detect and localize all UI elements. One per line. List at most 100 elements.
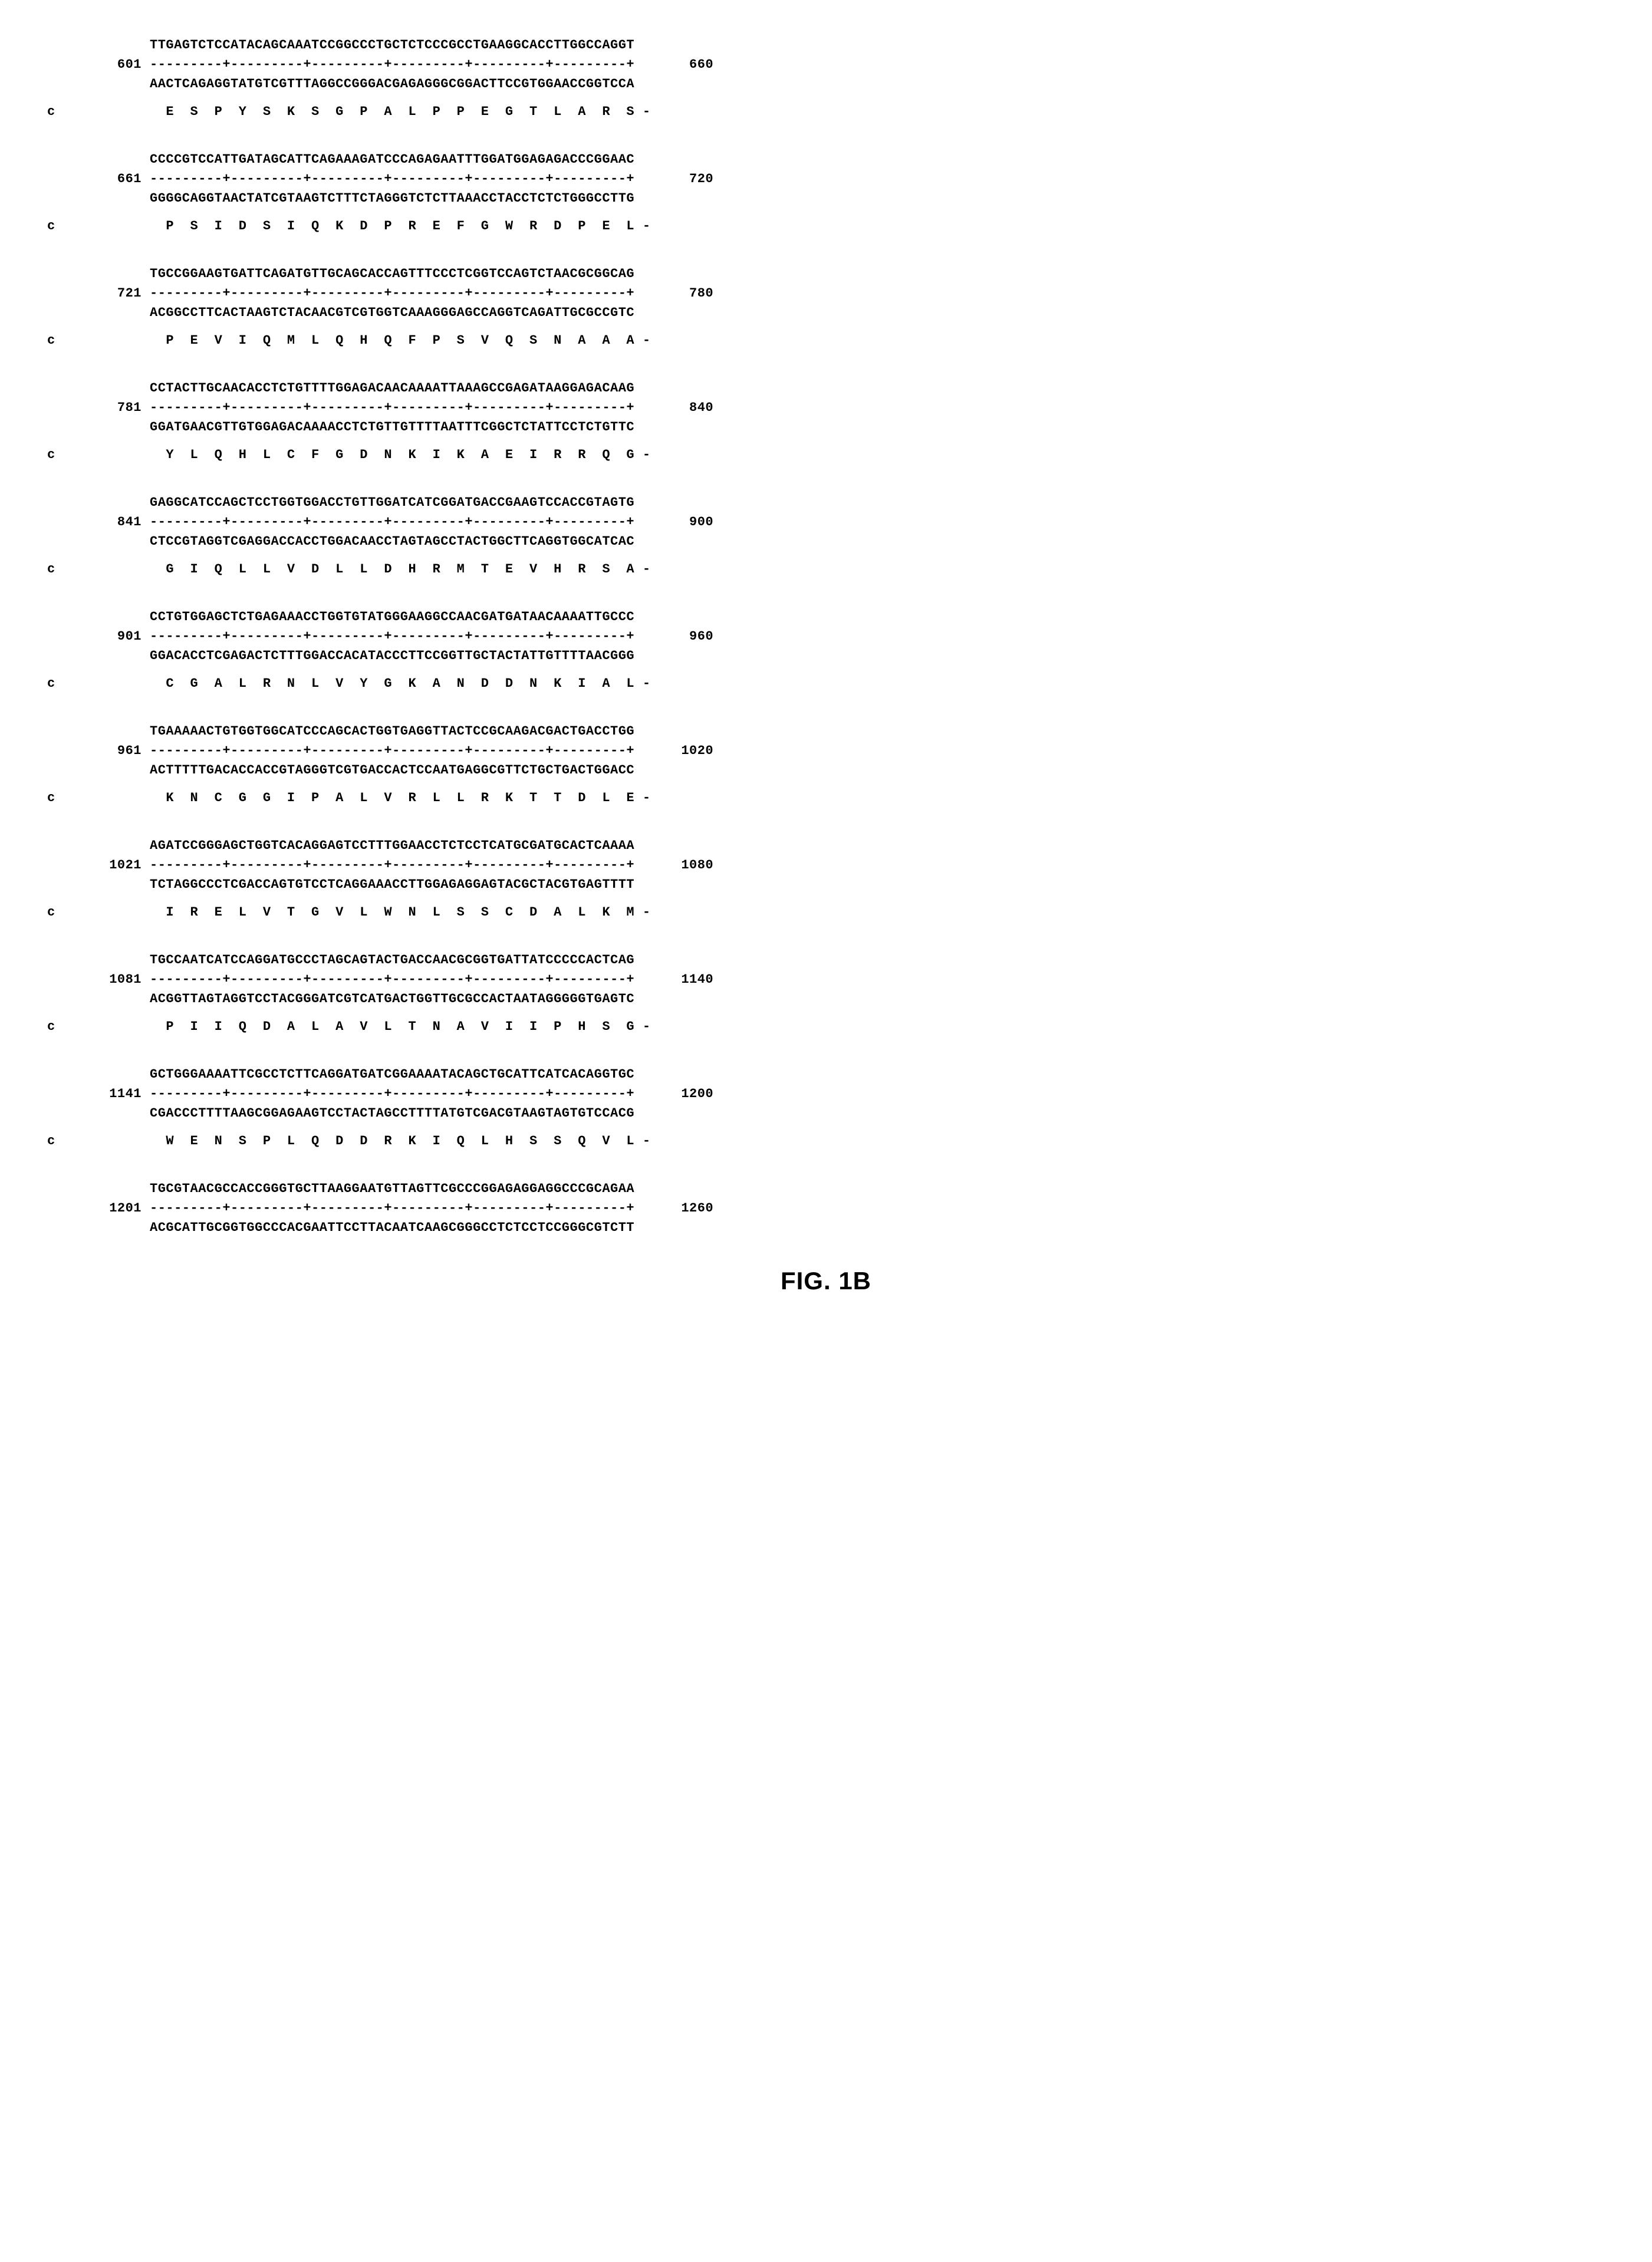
ruler: ---------+---------+---------+---------+… [150, 398, 634, 417]
sequence-block: GAGGCATCCAGCTCCTGGTGGACCTGTTGGATCATCGGAT… [47, 493, 1605, 579]
ruler: ---------+---------+---------+---------+… [150, 1084, 634, 1104]
sequence-block: TGCCAATCATCCAGGATGCCCTAGCAGTACTGACCAACGC… [47, 950, 1605, 1036]
amino-acid-row: c I R E L V T G V L W N L S S C D A L K … [47, 903, 1605, 922]
start-position: 1201 [47, 1199, 150, 1218]
ruler: ---------+---------+---------+---------+… [150, 55, 634, 74]
bottom-strand-row: GGGGCAGGTAACTATCGTAAGTCTTTCTAGGGTCTCTTAA… [47, 189, 1605, 208]
bottom-strand: CTCCGTAGGTCGAGGACCACCTGGACAACCTAGTAGCCTA… [150, 532, 634, 551]
top-strand-row: TGCCAATCATCCAGGATGCCCTAGCAGTACTGACCAACGC… [47, 950, 1605, 970]
ruler-row: 1021---------+---------+---------+------… [47, 855, 1605, 875]
end-position: 1200 [634, 1084, 713, 1104]
protein-label: c [47, 216, 150, 236]
ruler: ---------+---------+---------+---------+… [150, 1199, 634, 1218]
end-position: 960 [634, 627, 713, 646]
bottom-strand-row: ACGGCCTTCACTAAGTCTACAACGTCGTGGTCAAAGGGAG… [47, 303, 1605, 322]
sequence-block: GCTGGGAAAATTCGCCTCTTCAGGATGATCGGAAAATACA… [47, 1065, 1605, 1151]
ruler-row: 661---------+---------+---------+-------… [47, 169, 1605, 189]
top-strand: CCTACTTGCAACACCTCTGTTTTGGAGACAACAAAATTAA… [150, 378, 634, 398]
top-strand: TGCGTAACGCCACCGGGTGCTTAAGGAATGTTAGTTCGCC… [150, 1179, 634, 1199]
bottom-strand: ACGGCCTTCACTAAGTCTACAACGTCGTGGTCAAAGGGAG… [150, 303, 634, 322]
amino-acids: W E N S P L Q D D R K I Q L H S S Q V L … [150, 1131, 651, 1151]
ruler: ---------+---------+---------+---------+… [150, 512, 634, 532]
top-strand: TGAAAAACTGTGGTGGCATCCCAGCACTGGTGAGGTTACT… [150, 722, 634, 741]
bottom-strand-row: CTCCGTAGGTCGAGGACCACCTGGACAACCTAGTAGCCTA… [47, 532, 1605, 551]
amino-acid-row: c P I I Q D A L A V L T N A V I I P H S … [47, 1017, 1605, 1036]
ruler-row: 1141---------+---------+---------+------… [47, 1084, 1605, 1104]
top-strand: TTGAGTCTCCATACAGCAAATCCGGCCCTGCTCTCCCGCC… [150, 35, 634, 55]
bottom-strand-row: ACTTTTTGACACCACCGTAGGGTCGTGACCACTCCAATGA… [47, 760, 1605, 780]
top-strand: GAGGCATCCAGCTCCTGGTGGACCTGTTGGATCATCGGAT… [150, 493, 634, 512]
ruler: ---------+---------+---------+---------+… [150, 741, 634, 760]
protein-label: c [47, 903, 150, 922]
top-strand-row: CCTACTTGCAACACCTCTGTTTTGGAGACAACAAAATTAA… [47, 378, 1605, 398]
top-strand: CCCCGTCCATTGATAGCATTCAGAAAGATCCCAGAGAATT… [150, 150, 634, 169]
ruler-row: 721---------+---------+---------+-------… [47, 284, 1605, 303]
top-strand: CCTGTGGAGCTCTGAGAAACCTGGTGTATGGGAAGGCCAA… [150, 607, 634, 627]
start-position: 1021 [47, 855, 150, 875]
top-strand: AGATCCGGGAGCTGGTCACAGGAGTCCTTTGGAACCTCTC… [150, 836, 634, 855]
start-position: 661 [47, 169, 150, 189]
bottom-strand-row: ACGGTTAGTAGGTCCTACGGGATCGTCATGACTGGTTGCG… [47, 989, 1605, 1009]
top-strand: GCTGGGAAAATTCGCCTCTTCAGGATGATCGGAAAATACA… [150, 1065, 634, 1084]
bottom-strand: ACGGTTAGTAGGTCCTACGGGATCGTCATGACTGGTTGCG… [150, 989, 634, 1009]
bottom-strand: GGATGAACGTTGTGGAGACAAAACCTCTGTTGTTTTAATT… [150, 417, 634, 437]
amino-acids: C G A L R N L V Y G K A N D D N K I A L … [150, 674, 651, 693]
end-position: 900 [634, 512, 713, 532]
sequence-block: TGAAAAACTGTGGTGGCATCCCAGCACTGGTGAGGTTACT… [47, 722, 1605, 808]
amino-acids: P S I D S I Q K D P R E F G W R D P E L … [150, 216, 651, 236]
ruler-row: 901---------+---------+---------+-------… [47, 627, 1605, 646]
start-position: 961 [47, 741, 150, 760]
top-strand: TGCCAATCATCCAGGATGCCCTAGCAGTACTGACCAACGC… [150, 950, 634, 970]
protein-label: c [47, 331, 150, 350]
amino-acid-row: c P S I D S I Q K D P R E F G W R D P E … [47, 216, 1605, 236]
sequence-block: TTGAGTCTCCATACAGCAAATCCGGCCCTGCTCTCCCGCC… [47, 35, 1605, 121]
amino-acid-row: c K N C G G I P A L V R L L R K T T D L … [47, 788, 1605, 808]
protein-label: c [47, 445, 150, 465]
sequence-block: TGCGTAACGCCACCGGGTGCTTAAGGAATGTTAGTTCGCC… [47, 1179, 1605, 1237]
end-position: 1260 [634, 1199, 713, 1218]
bottom-strand: ACGCATTGCGGTGGCCCACGAATTCCTTACAATCAAGCGG… [150, 1218, 634, 1237]
bottom-strand: ACTTTTTGACACCACCGTAGGGTCGTGACCACTCCAATGA… [150, 760, 634, 780]
figure-label: FIG. 1B [47, 1267, 1605, 1295]
protein-label: c [47, 1017, 150, 1036]
end-position: 720 [634, 169, 713, 189]
ruler: ---------+---------+---------+---------+… [150, 284, 634, 303]
top-strand: TGCCGGAAGTGATTCAGATGTTGCAGCACCAGTTTCCCTC… [150, 264, 634, 284]
amino-acids: I R E L V T G V L W N L S S C D A L K M … [150, 903, 651, 922]
start-position: 721 [47, 284, 150, 303]
sequence-block: CCTACTTGCAACACCTCTGTTTTGGAGACAACAAAATTAA… [47, 378, 1605, 465]
top-strand-row: GAGGCATCCAGCTCCTGGTGGACCTGTTGGATCATCGGAT… [47, 493, 1605, 512]
bottom-strand-row: ACGCATTGCGGTGGCCCACGAATTCCTTACAATCAAGCGG… [47, 1218, 1605, 1237]
end-position: 1080 [634, 855, 713, 875]
amino-acids: P I I Q D A L A V L T N A V I I P H S G … [150, 1017, 651, 1036]
top-strand-row: TTGAGTCTCCATACAGCAAATCCGGCCCTGCTCTCCCGCC… [47, 35, 1605, 55]
sequence-block: CCCCGTCCATTGATAGCATTCAGAAAGATCCCAGAGAATT… [47, 150, 1605, 236]
amino-acids: K N C G G I P A L V R L L R K T T D L E … [150, 788, 651, 808]
end-position: 840 [634, 398, 713, 417]
bottom-strand-row: GGATGAACGTTGTGGAGACAAAACCTCTGTTGTTTTAATT… [47, 417, 1605, 437]
amino-acid-row: c Y L Q H L C F G D N K I K A E I R R Q … [47, 445, 1605, 465]
ruler-row: 781---------+---------+---------+-------… [47, 398, 1605, 417]
start-position: 841 [47, 512, 150, 532]
bottom-strand: GGGGCAGGTAACTATCGTAAGTCTTTCTAGGGTCTCTTAA… [150, 189, 634, 208]
end-position: 780 [634, 284, 713, 303]
sequence-block: AGATCCGGGAGCTGGTCACAGGAGTCCTTTGGAACCTCTC… [47, 836, 1605, 922]
end-position: 1020 [634, 741, 713, 760]
bottom-strand-row: GGACACCTCGAGACTCTTTGGACCACATACCCTTCCGGTT… [47, 646, 1605, 666]
ruler-row: 841---------+---------+---------+-------… [47, 512, 1605, 532]
bottom-strand: GGACACCTCGAGACTCTTTGGACCACATACCCTTCCGGTT… [150, 646, 634, 666]
start-position: 781 [47, 398, 150, 417]
protein-label: c [47, 788, 150, 808]
bottom-strand-row: CGACCCTTTTAAGCGGAGAAGTCCTACTAGCCTTTTATGT… [47, 1104, 1605, 1123]
top-strand-row: TGCCGGAAGTGATTCAGATGTTGCAGCACCAGTTTCCCTC… [47, 264, 1605, 284]
bottom-strand-row: AACTCAGAGGTATGTCGTTTAGGCCGGGACGAGAGGGCGG… [47, 74, 1605, 94]
ruler-row: 961---------+---------+---------+-------… [47, 741, 1605, 760]
protein-label: c [47, 674, 150, 693]
top-strand-row: CCTGTGGAGCTCTGAGAAACCTGGTGTATGGGAAGGCCAA… [47, 607, 1605, 627]
ruler: ---------+---------+---------+---------+… [150, 627, 634, 646]
amino-acids: P E V I Q M L Q H Q F P S V Q S N A A A … [150, 331, 651, 350]
top-strand-row: AGATCCGGGAGCTGGTCACAGGAGTCCTTTGGAACCTCTC… [47, 836, 1605, 855]
start-position: 1081 [47, 970, 150, 989]
amino-acid-row: c P E V I Q M L Q H Q F P S V Q S N A A … [47, 331, 1605, 350]
amino-acid-row: c E S P Y S K S G P A L P P E G T L A R … [47, 102, 1605, 121]
